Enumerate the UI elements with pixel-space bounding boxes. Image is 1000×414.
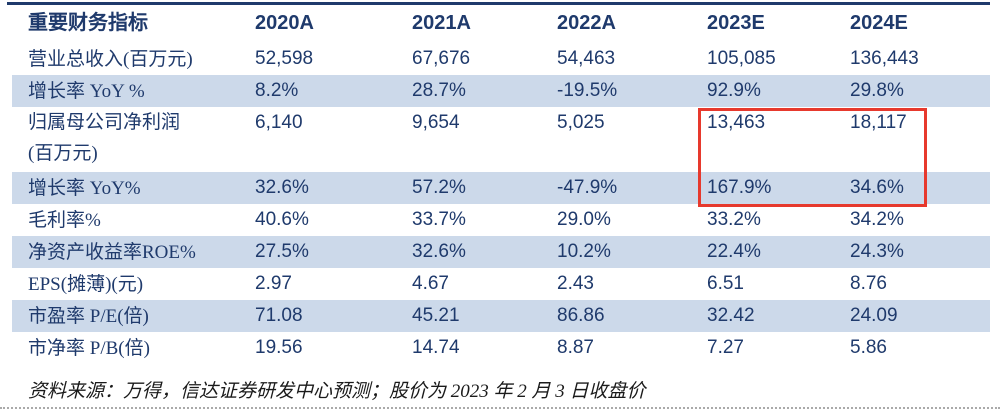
table-row: 市净率 P/B(倍) 19.56 14.74 8.87 7.27 5.86 (12, 332, 990, 364)
cell-value: 24.09 (850, 305, 898, 326)
row-label: 市净率 P/B(倍) (28, 337, 150, 359)
cell-value: 92.9% (707, 80, 761, 101)
cell-value: 4.67 (412, 273, 449, 294)
table-row: 净资产收益率ROE% 27.5% 32.6% 10.2% 22.4% 24.3% (12, 236, 990, 268)
cell-value: 86.86 (557, 305, 605, 326)
cell-value: 52,598 (255, 48, 314, 69)
cell-value: 136,443 (850, 48, 919, 69)
cell-value: 33.2% (707, 209, 761, 230)
cell-value: 32.6% (255, 177, 309, 198)
cell-value: 32.42 (707, 305, 755, 326)
source-note: 资料来源：万得，信达证券研发中心预测；股价为 2023 年 2 月 3 日收盘价 (28, 381, 646, 402)
cell-value: 5,025 (557, 112, 605, 133)
table-top-rule (7, 2, 990, 5)
cell-value: -47.9% (557, 177, 618, 198)
cell-value: 29.8% (850, 80, 904, 101)
row-label: 营业总收入(百万元) (28, 48, 193, 70)
cell-value: 167.9% (707, 177, 772, 198)
table-row: 市盈率 P/E(倍) 71.08 45.21 86.86 32.42 24.09 (12, 300, 990, 332)
cell-value: 32.6% (412, 241, 466, 262)
table-header-row: 重要财务指标 2020A 2021A 2022A 2023E 2024E (12, 3, 990, 43)
cell-value: 6.51 (707, 273, 744, 294)
row-label: 增长率 YoY% (28, 177, 141, 199)
row-label: 净资产收益率ROE% (28, 241, 196, 263)
cell-value: 22.4% (707, 241, 761, 262)
cell-value: 29.0% (557, 209, 611, 230)
cell-value: 27.5% (255, 241, 309, 262)
header-year: 2023E (707, 12, 765, 34)
cell-value: 6,140 (255, 112, 303, 133)
row-label: EPS(摊薄)(元) (28, 273, 144, 295)
header-year: 2020A (255, 12, 314, 34)
table-row: EPS(摊薄)(元) 2.97 4.67 2.43 6.51 8.76 (12, 268, 990, 300)
cell-value: 34.6% (850, 177, 904, 198)
table-row: 增长率 YoY% 32.6% 57.2% -47.9% 167.9% 34.6% (12, 172, 990, 204)
cell-value: 13,463 (707, 112, 766, 133)
header-year: 2021A (412, 12, 471, 34)
header-year: 2024E (850, 12, 908, 34)
row-label: 毛利率% (28, 209, 101, 231)
cell-value: 8.87 (557, 337, 594, 358)
header-year: 2022A (557, 12, 616, 34)
table-row: 归属母公司净利润 (百万元) 6,140 9,654 5,025 13,463 18,11… (12, 107, 990, 172)
cell-value: 105,085 (707, 48, 776, 69)
cell-value: 8.76 (850, 273, 887, 294)
cell-value: 34.2% (850, 209, 904, 230)
cell-value: 2.43 (557, 273, 594, 294)
cell-value: 24.3% (850, 241, 904, 262)
cell-value: 67,676 (412, 48, 471, 69)
row-label: 市盈率 P/E(倍) (28, 305, 149, 327)
cell-value: 14.74 (412, 337, 460, 358)
cell-value: 45.21 (412, 305, 460, 326)
cell-value: 40.6% (255, 209, 309, 230)
cell-value: 5.86 (850, 337, 887, 358)
financial-table: 重要财务指标 2020A 2021A 2022A 2023E 2024E 营业总收入(百… (12, 3, 990, 364)
table-row: 增长率 YoY % 8.2% 28.7% -19.5% 92.9% 29.8% (12, 75, 990, 107)
cell-value: 54,463 (557, 48, 616, 69)
row-label: 归属母公司净利润 (百万元) (28, 112, 181, 164)
cell-value: 57.2% (412, 177, 466, 198)
cell-value: 9,654 (412, 112, 460, 133)
cell-value: 7.27 (707, 337, 744, 358)
table-row: 毛利率% 40.6% 33.7% 29.0% 33.2% 34.2% (12, 204, 990, 236)
cell-value: 71.08 (255, 305, 303, 326)
bottom-dotted-rule (0, 407, 1000, 409)
cell-value: -19.5% (557, 80, 618, 101)
cell-value: 28.7% (412, 80, 466, 101)
cell-value: 10.2% (557, 241, 611, 262)
row-label: 增长率 YoY % (28, 80, 145, 102)
cell-value: 33.7% (412, 209, 466, 230)
financial-table-body: 营业总收入(百万元) 52,598 67,676 54,463 105,085 136,4… (12, 43, 990, 364)
table-row: 营业总收入(百万元) 52,598 67,676 54,463 105,085 136,4… (12, 43, 990, 75)
cell-value: 8.2% (255, 80, 299, 101)
table-title: 重要财务指标 (28, 11, 148, 34)
cell-value: 19.56 (255, 337, 303, 358)
cell-value: 2.97 (255, 273, 292, 294)
cell-value: 18,117 (850, 112, 907, 133)
